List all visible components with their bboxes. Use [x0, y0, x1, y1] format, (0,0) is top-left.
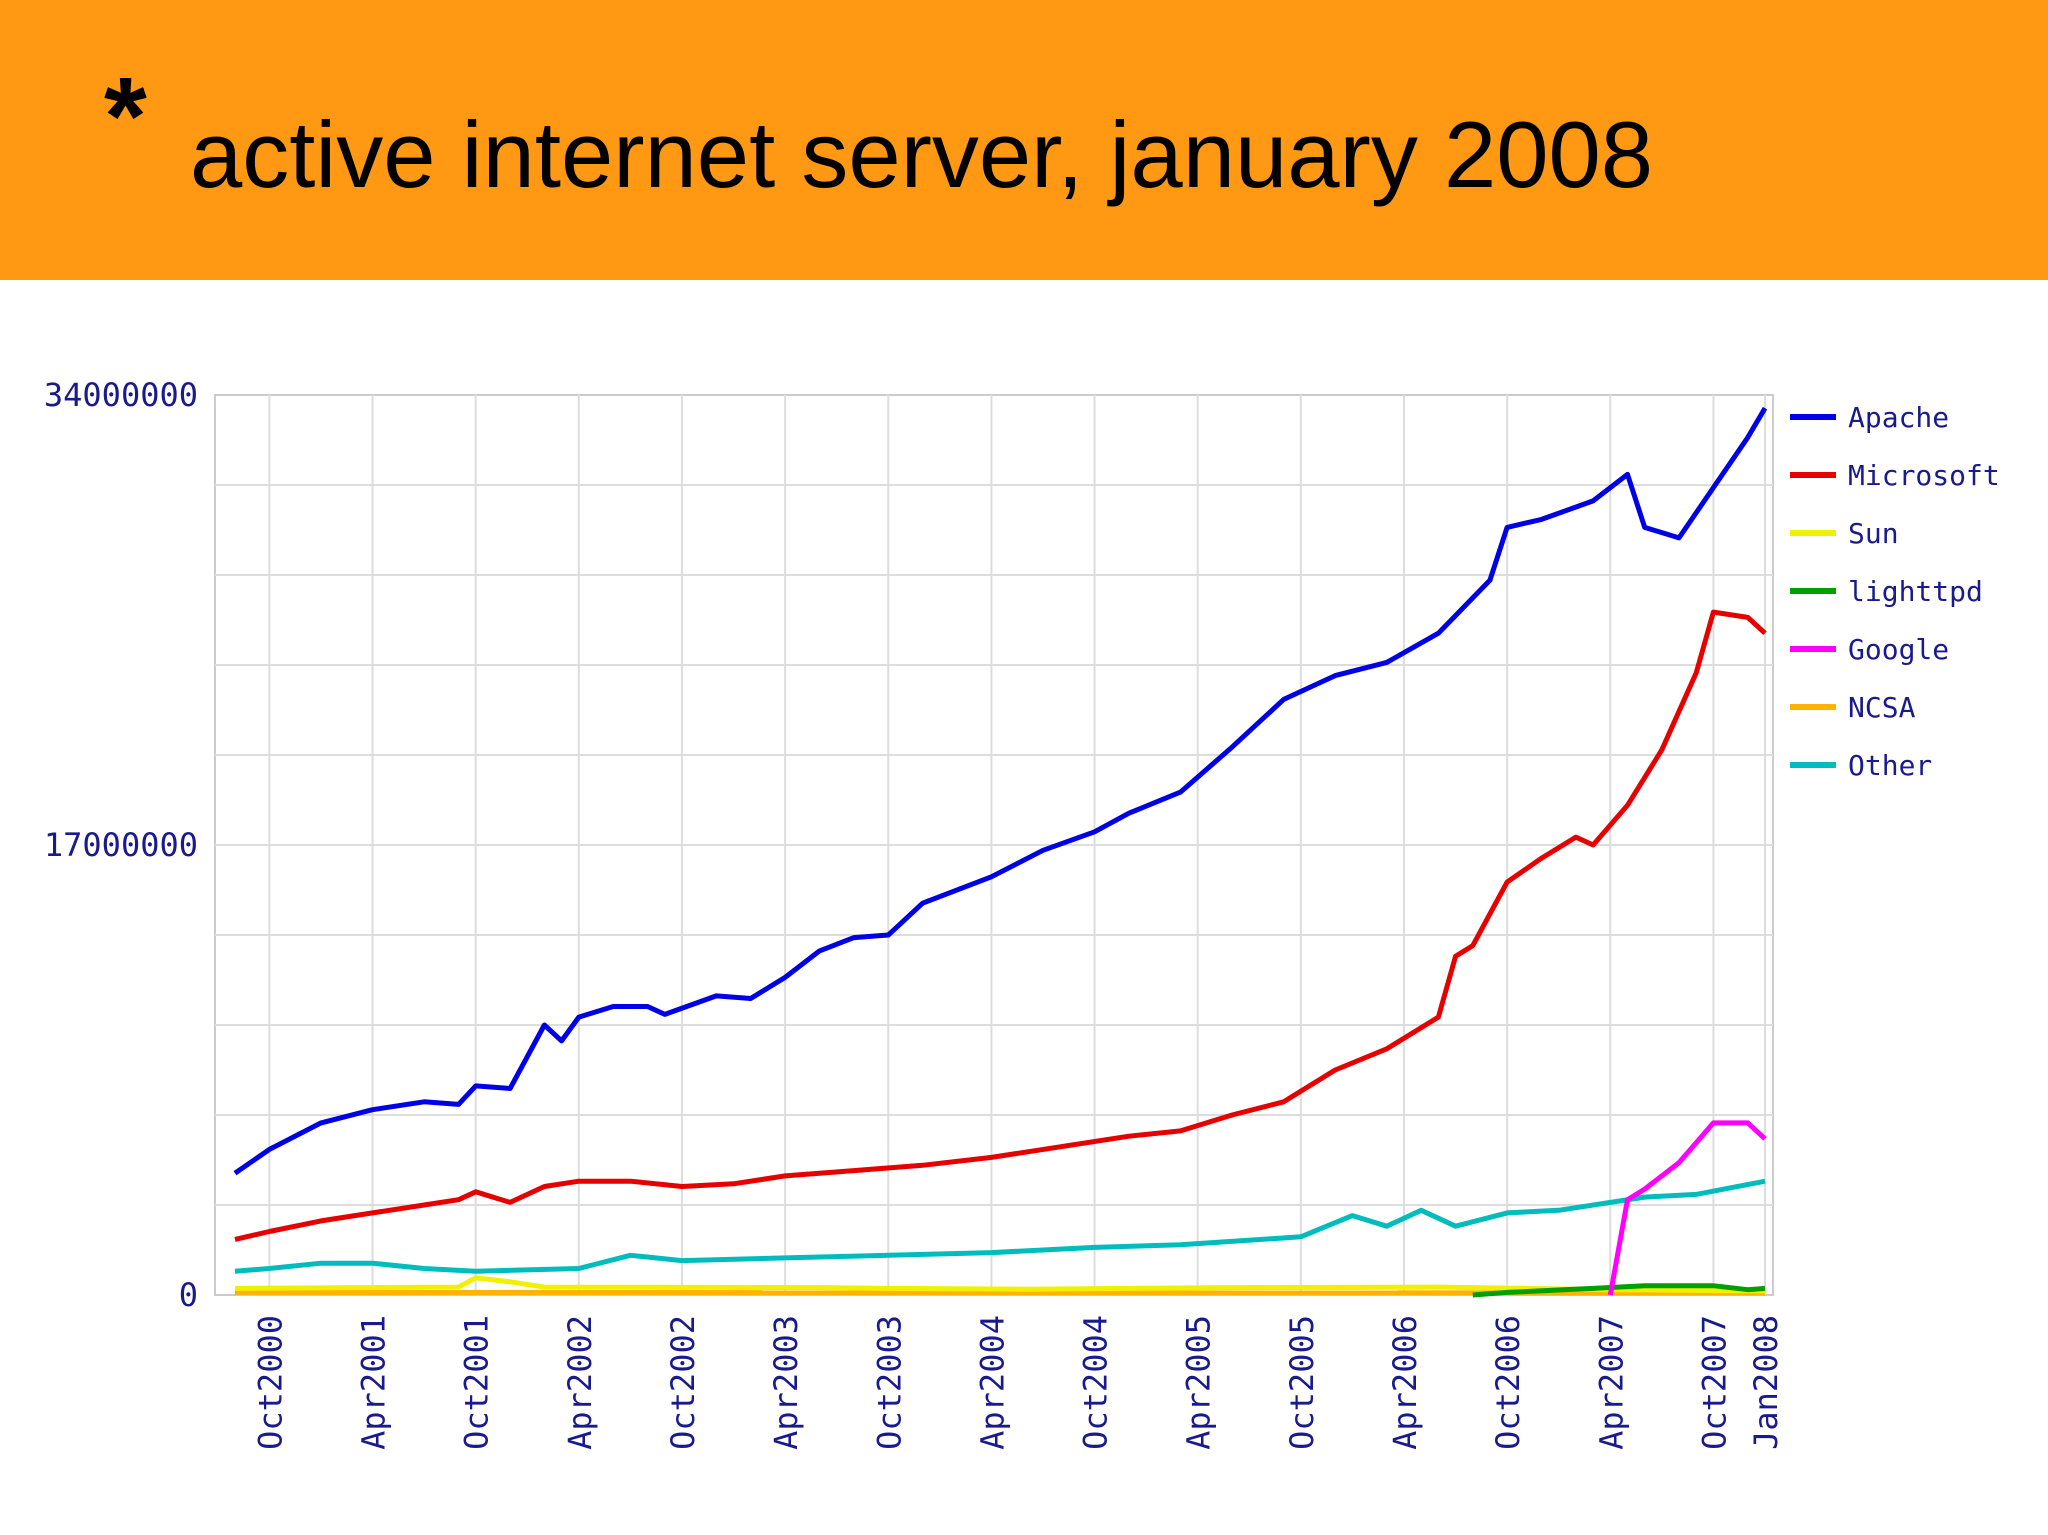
x-tick-label: Apr2007 — [1592, 1315, 1630, 1450]
x-tick-label: Apr2002 — [561, 1315, 599, 1450]
series-sun-line — [234, 1275, 1766, 1294]
x-tick-label: Oct2006 — [1489, 1315, 1527, 1450]
x-tick-label: Oct2000 — [251, 1315, 289, 1450]
x-tick-label: Oct2002 — [664, 1315, 702, 1450]
series-microsoft-line — [234, 609, 1767, 1242]
x-tick-label: Oct2004 — [1077, 1315, 1115, 1450]
x-tick-label: Oct2003 — [870, 1315, 908, 1450]
x-tick-label: Oct2007 — [1695, 1315, 1733, 1450]
legend: Apache Microsoft Sun lighttpd Google NCSA Othe… — [1790, 401, 2000, 782]
series-apache-line — [233, 406, 1768, 1176]
legend-label: lighttpd — [1848, 575, 1983, 608]
y-tick-label: 0 — [179, 1276, 198, 1314]
legend-label: Google — [1848, 633, 1949, 666]
y-axis-ticks: 34000000 17000000 0 — [44, 376, 198, 1314]
grid-lines — [215, 395, 1773, 1295]
x-tick-label: Apr2005 — [1180, 1315, 1218, 1450]
title-banner: * active internet server, january 2008 — [0, 0, 2048, 280]
server-share-chart: 34000000 17000000 0 Oct2000 Apr2001 Oct2001 A… — [44, 376, 2000, 1450]
series-other-line — [234, 1178, 1766, 1274]
y-tick-label: 34000000 — [44, 376, 198, 414]
y-tick-label: 17000000 — [44, 826, 198, 864]
legend-label: NCSA — [1848, 691, 1916, 724]
title-asterisk: * — [104, 55, 147, 178]
legend-label: Apache — [1848, 401, 1949, 434]
x-axis-ticks: Oct2000 Apr2001 Oct2001 Apr2002 Oct2002 Apr20… — [251, 1315, 1785, 1450]
x-tick-label: Apr2003 — [767, 1315, 805, 1450]
x-tick-label: Apr2001 — [355, 1315, 393, 1450]
x-tick-label: Oct2001 — [458, 1315, 496, 1450]
page-title: active internet server, january 2008 — [190, 102, 1654, 207]
series-lighttpd-line — [1472, 1283, 1766, 1298]
series-google-line — [1607, 1120, 1767, 1296]
x-tick-label: Apr2004 — [973, 1315, 1011, 1450]
x-tick-label: Jan2008 — [1747, 1315, 1785, 1450]
x-tick-label: Oct2005 — [1283, 1315, 1321, 1450]
series-lines — [233, 406, 1768, 1298]
legend-label: Sun — [1848, 517, 1899, 550]
x-tick-label: Apr2006 — [1386, 1315, 1424, 1450]
legend-label: Other — [1848, 749, 1932, 782]
legend-label: Microsoft — [1848, 459, 2000, 492]
